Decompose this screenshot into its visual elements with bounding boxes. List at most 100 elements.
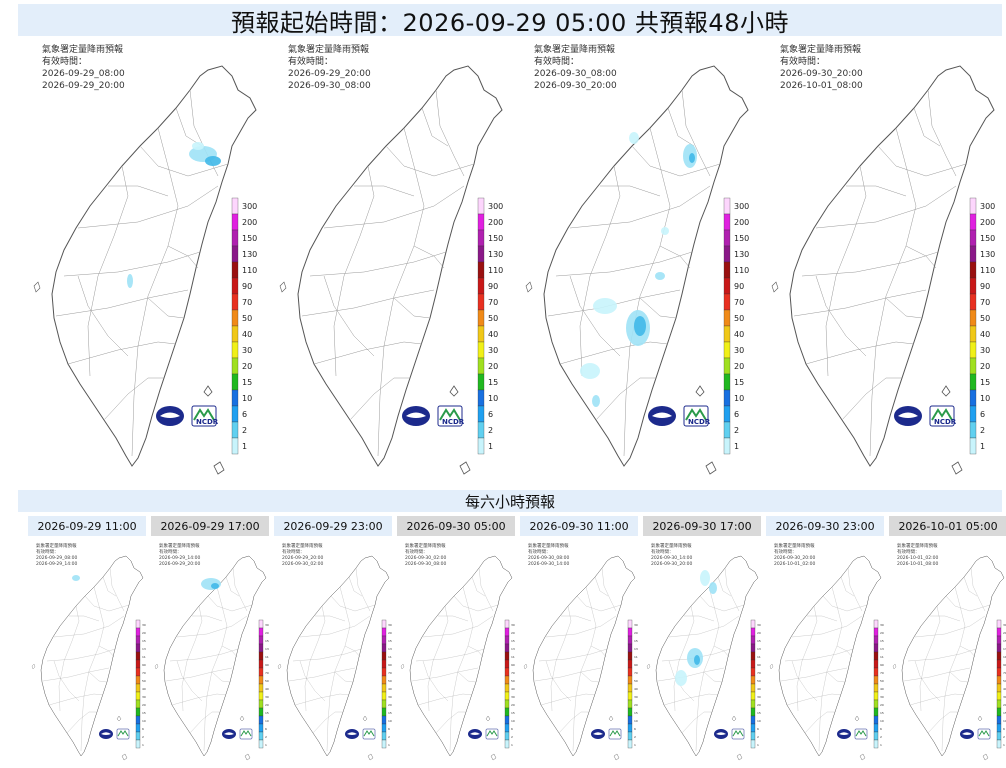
legend-level-label: 200 xyxy=(511,631,515,635)
legend-level-label: 40 xyxy=(488,330,498,339)
caption-from: 2026-10-01_02:00 xyxy=(897,556,939,561)
legend-level-label: 70 xyxy=(388,671,392,675)
legend-level-label: 150 xyxy=(388,639,392,643)
legend-level-label: 1 xyxy=(980,442,985,451)
legend-level-label: 130 xyxy=(142,647,146,651)
legend-level-label: 150 xyxy=(142,639,146,643)
legend-level-label: 130 xyxy=(980,250,995,259)
legend-level-label: 150 xyxy=(511,639,515,643)
legend-scale: 300 200 150 130 110 90 70 50 40 30 20 15 10 6 2 1 xyxy=(477,197,503,455)
time-tab[interactable]: 2026-09-29 17:00 xyxy=(151,516,269,536)
legend-level-label: 40 xyxy=(1003,687,1006,691)
time-tab[interactable]: 2026-09-30 23:00 xyxy=(766,516,884,536)
legend-level-label: 150 xyxy=(980,234,995,243)
legend-level-label: 2 xyxy=(980,426,985,435)
legend-level-label: 110 xyxy=(265,655,269,659)
legend-level-label: 20 xyxy=(242,362,252,371)
legend-level-label: 200 xyxy=(388,631,392,635)
agency-logos: NCDR xyxy=(647,405,711,427)
legend-level-label: 110 xyxy=(388,655,392,659)
legend-level-label: 300 xyxy=(1003,623,1006,627)
legend-level-label: 30 xyxy=(980,346,990,355)
time-tab[interactable]: 2026-10-01 05:00 xyxy=(889,516,1006,536)
legend-level-label: 40 xyxy=(265,687,269,691)
caption-title: 氣象署定量降雨預報 xyxy=(405,544,446,549)
svg-text:NCDR: NCDR xyxy=(688,418,711,426)
legend-level-label: 6 xyxy=(634,727,636,731)
legend-level-label: 15 xyxy=(388,711,392,715)
time-tab[interactable]: 2026-09-29 23:00 xyxy=(274,516,392,536)
legend-level-label: 110 xyxy=(142,655,146,659)
legend-level-label: 10 xyxy=(1003,719,1006,723)
forecast-map-12h: 300 200 150 130 110 90 70 50 40 30 20 15 10 6 2 1 NCDR 氣象… xyxy=(264,38,507,483)
legend-level-label: 50 xyxy=(880,679,884,683)
legend-scale: 300 200 150 130 110 90 70 50 40 30 20 15 10 6 2 1 xyxy=(231,197,257,455)
caption-title: 氣象署定量降雨預報 xyxy=(774,544,815,549)
legend-level-label: 15 xyxy=(488,378,498,387)
time-tab[interactable]: 2026-09-30 11:00 xyxy=(520,516,638,536)
legend-level-label: 1 xyxy=(242,442,247,451)
legend-level-label: 1 xyxy=(1003,743,1005,747)
legend-level-label: 70 xyxy=(511,671,515,675)
forecast-map-6h: 2026-09-29 23:00300200150130110907050403… xyxy=(274,516,392,764)
time-tab[interactable]: 2026-09-29 11:00 xyxy=(28,516,146,536)
legend-level-label: 2 xyxy=(242,426,247,435)
legend-level-label: 130 xyxy=(511,647,515,651)
legend-level-label: 1 xyxy=(734,442,739,451)
legend-level-label: 15 xyxy=(757,711,761,715)
legend-level-label: 70 xyxy=(142,671,146,675)
legend-level-label: 1 xyxy=(142,743,144,747)
legend-level-label: 1 xyxy=(488,442,493,451)
legend-level-label: 1 xyxy=(634,743,636,747)
legend-level-label: 15 xyxy=(265,711,269,715)
legend-level-label: 6 xyxy=(1003,727,1005,731)
legend-level-label: 20 xyxy=(1003,703,1006,707)
legend-level-label: 150 xyxy=(734,234,749,243)
legend-level-label: 2 xyxy=(388,735,390,739)
legend-level-label: 2 xyxy=(634,735,636,739)
legend-level-label: 300 xyxy=(242,202,257,211)
legend-level-label: 20 xyxy=(265,703,269,707)
legend-level-label: 200 xyxy=(734,218,749,227)
legend-scale: 300 200 150 130 110 90 70 50 40 30 20 15 10 6 2 1 xyxy=(135,619,146,749)
legend-level-label: 2 xyxy=(265,735,267,739)
legend-level-label: 50 xyxy=(634,679,638,683)
caption-to: 2026-09-30_14:00 xyxy=(528,562,570,567)
caption-title: 氣象署定量降雨預報 xyxy=(897,544,938,549)
legend-level-label: 10 xyxy=(488,394,498,403)
map-caption: 氣象署定量降雨預報 有效時間： 2026-09-29_08:00 2026-09-29… xyxy=(36,544,77,568)
legend-level-label: 2 xyxy=(757,735,759,739)
legend-level-label: 200 xyxy=(757,631,761,635)
legend-level-label: 300 xyxy=(880,623,884,627)
map-caption: 氣象署定量降雨預報 有效時間： 2026-09-29_14:00 2026-09-29… xyxy=(159,544,200,568)
forecast-map-6h: 2026-09-30 23:00300200150130110907050403… xyxy=(766,516,884,764)
legend-level-label: 20 xyxy=(142,703,146,707)
caption-title: 氣象署定量降雨預報 xyxy=(534,45,616,55)
legend-level-label: 90 xyxy=(265,663,269,667)
caption-to: 2026-10-01_02:00 xyxy=(774,562,816,567)
legend-level-label: 50 xyxy=(488,314,498,323)
legend-level-label: 150 xyxy=(1003,639,1006,643)
legend-level-label: 20 xyxy=(634,703,638,707)
legend-level-label: 30 xyxy=(242,346,252,355)
legend-level-label: 300 xyxy=(388,623,392,627)
map-caption: 氣象署定量降雨預報 有效時間： 2026-09-30_14:00 2026-09-30… xyxy=(651,544,692,568)
agency-logos xyxy=(959,728,991,740)
forecast-map-12h: 300 200 150 130 110 90 70 50 40 30 20 15 10 6 2 1 NCDR 氣象… xyxy=(510,38,753,483)
legend-level-label: 1 xyxy=(265,743,267,747)
agency-logos xyxy=(590,728,622,740)
legend-level-label: 70 xyxy=(880,671,884,675)
svg-text:NCDR: NCDR xyxy=(442,418,465,426)
time-tab[interactable]: 2026-09-30 17:00 xyxy=(643,516,761,536)
caption-to: 2026-09-30_08:00 xyxy=(405,562,447,567)
legend-level-label: 300 xyxy=(488,202,503,211)
legend-level-label: 300 xyxy=(634,623,638,627)
caption-to: 2026-10-01_08:00 xyxy=(780,81,863,91)
legend-level-label: 300 xyxy=(980,202,995,211)
legend-level-label: 2 xyxy=(488,426,493,435)
forecast-map-6h: 2026-10-01 05:00300200150130110907050403… xyxy=(889,516,1006,764)
caption-title: 氣象署定量降雨預報 xyxy=(42,45,124,55)
time-tab[interactable]: 2026-09-30 05:00 xyxy=(397,516,515,536)
legend-level-label: 110 xyxy=(980,266,995,275)
forecast-map-6h: 2026-09-30 05:00300200150130110907050403… xyxy=(397,516,515,764)
